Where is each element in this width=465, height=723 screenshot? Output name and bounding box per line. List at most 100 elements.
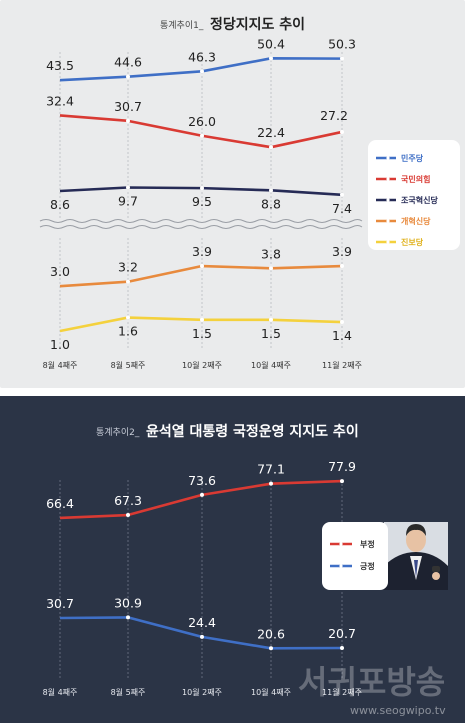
data-point [269,317,273,322]
data-label: 67.3 [114,493,142,508]
data-label: 22.4 [257,125,285,140]
president-photo [384,522,448,590]
data-label: 32.4 [46,93,74,108]
data-point [126,615,130,620]
data-label: 1.6 [118,324,138,339]
data-label: 9.7 [118,193,138,208]
panel1-guidelines [59,52,343,350]
data-label: 8.6 [50,197,70,212]
x-tick-label: 8월 5째주 [111,360,146,370]
legend-label: 개혁신당 [401,216,431,226]
data-label: 9.5 [192,194,212,209]
data-label: 77.9 [328,459,356,474]
data-label: 24.4 [188,615,216,630]
panel2-x-axis: 8월 4째주 8월 5째주 10월 2째주 10월 4째주 11월 2째주 [43,687,362,697]
data-label: 30.7 [114,99,142,114]
legend-label: 국민의힘 [401,174,430,184]
data-point [126,513,130,518]
legend-dot [339,564,343,568]
panel2-title: 윤석열 대통령 국정운영 지지도 추이 [146,423,359,440]
panel1-series: 43.5 44.6 46.3 50.4 50.3 32.4 30.7 26.0 22.4 27.2… [46,36,356,352]
legend-dot [386,240,390,244]
approval-panel: 통계추이2_ 윤석열 대통령 국정운영 지지도 추이 66.4 67.3 73.6 7… [0,396,465,723]
legend-dot [386,219,390,223]
data-label: 73.6 [188,473,216,488]
data-label: 3.0 [50,264,70,279]
data-point [340,479,344,484]
x-tick-label: 10월 4째주 [251,687,291,697]
data-label: 1.5 [192,326,212,341]
data-point [126,279,130,284]
data-point [200,264,204,269]
data-point [200,317,204,322]
data-label: 30.9 [114,595,142,610]
data-point [340,192,344,197]
data-point [200,634,204,639]
data-point [200,133,204,138]
data-point [269,188,273,193]
data-label: 66.4 [46,496,74,511]
data-label: 46.3 [188,49,216,64]
data-point [269,266,273,271]
data-label: 1.5 [261,326,281,341]
x-tick-label: 10월 4째주 [251,360,291,370]
x-tick-label: 8월 5째주 [111,687,146,697]
data-point [269,646,273,651]
data-label: 20.6 [257,626,285,641]
data-label: 3.2 [118,260,138,275]
data-label: 3.8 [261,246,281,261]
legend-box [322,522,388,590]
x-tick-label: 10월 2째주 [182,687,222,697]
data-point [340,320,344,325]
data-label: 7.4 [332,201,352,216]
panel2-guidelines [59,480,343,678]
data-point [200,69,204,74]
data-label: 27.2 [320,108,348,123]
watermark-name: 서귀포방송 [298,663,445,701]
data-point [126,315,130,320]
data-point [200,186,204,191]
data-point [126,185,130,190]
legend-dot [386,198,390,202]
data-label: 1.4 [332,328,352,343]
data-label: 8.8 [261,196,281,211]
panel1-title: 정당지지도 추이 [210,16,305,33]
x-tick-label: 8월 4째주 [43,687,78,697]
legend-dot [386,156,390,160]
legend-label: 부정 [360,539,375,549]
data-label: 3.9 [192,244,212,259]
panel1-x-axis: 8월 4째주 8월 5째주 10월 2째주 10월 4째주 11월 2째주 [43,360,362,370]
data-label: 77.1 [257,462,285,477]
panel2-series: 66.4 67.3 73.6 77.1 77.9 30.7 30.9 24.4 20.6 20.7 [46,459,356,651]
data-label: 30.7 [46,596,74,611]
data-point [340,129,344,134]
axis-break-line-1 [39,219,363,223]
party-support-panel: 통계추이1_ 정당지지도 추이 43.5 44.6 46.3 50.4 50.3 32.4… [0,0,465,388]
axis-break-marker [39,219,363,229]
axis-break-line-2 [39,225,363,229]
legend-dot [386,177,390,181]
data-label: 50.3 [328,37,356,52]
legend-label: 조국혁신당 [401,195,438,205]
data-point [126,74,130,79]
data-label: 3.9 [332,244,352,259]
legend-dot [339,542,343,546]
data-label: 43.5 [46,58,74,73]
data-point [200,492,204,497]
data-label: 20.7 [328,626,356,641]
legend-label: 긍정 [360,561,375,571]
legend-box [368,140,460,250]
watermark-url: www.seogwipo.tv [350,704,446,717]
data-label: 1.0 [50,337,70,352]
panel1-background [0,0,465,388]
legend-label: 진보당 [401,237,424,247]
data-point [340,264,344,269]
data-point [269,145,273,150]
data-label: 26.0 [188,114,216,129]
data-label: 50.4 [257,36,285,51]
x-tick-label: 10월 2째주 [182,360,222,370]
x-tick-label: 8월 4째주 [43,360,78,370]
